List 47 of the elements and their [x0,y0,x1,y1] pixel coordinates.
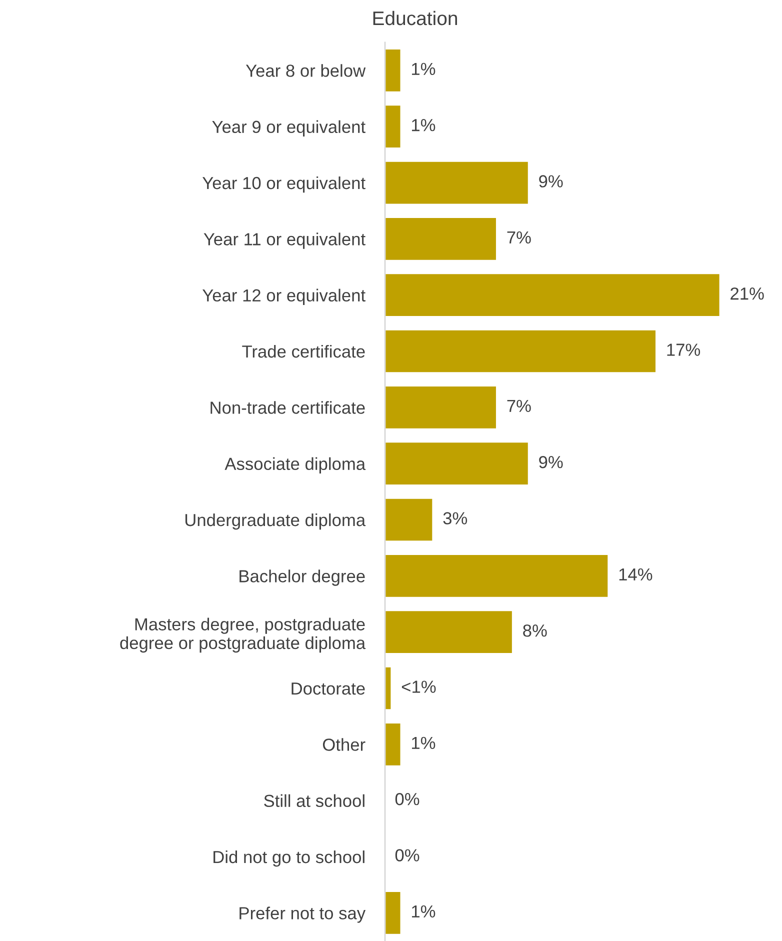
bar [385,272,720,318]
data-label: 1% [412,119,436,132]
bar [385,160,530,206]
y-tick-label: Still at school [264,794,364,808]
data-label: 14% [619,568,652,581]
bar [385,104,402,149]
data-label: 1% [412,905,436,918]
y-tick-label: Masters degree, postgraduate degree or postgraduate diploma [120,618,366,653]
data-label: 0% [395,792,420,806]
y-tick-label: Bachelor degree [240,570,365,586]
bar [385,328,657,374]
y-tick-label: Year 10 or equivalent [202,176,366,193]
y-tick-label: Prefer not to say [240,906,366,923]
y-tick-label: Trade certificate [242,344,365,358]
data-label: 1% [412,62,436,76]
bar [385,48,402,93]
data-label: 7% [507,400,531,412]
y-tick-label: Year 11 or equivalent [204,232,366,249]
data-label: <1% [402,680,436,693]
bar [385,554,610,598]
data-label: 0% [395,849,420,862]
bar [385,441,530,486]
data-label: 7% [507,231,531,244]
data-label: 3% [443,512,468,524]
y-tick-label: Other [322,738,366,751]
y-tick-label: Undergraduate diploma [185,513,366,530]
bar [385,216,498,262]
bar [385,722,402,767]
data-label: 21% [730,287,764,300]
y-tick-label: Year 9 or equivalent [212,120,366,136]
data-label: 17% [667,344,700,356]
bar [385,497,434,542]
y-tick-label: Doctorate [292,682,365,695]
bar [385,666,392,711]
y-tick-label: Associate diploma [224,457,366,474]
bar [385,385,498,430]
y-tick-label: Did not go to school [214,850,364,867]
data-label: 9% [539,456,563,468]
y-tick-label: Year 12 or equivalent [202,288,366,305]
data-label: 8% [523,624,547,637]
y-tick-label: Non-trade certificate [210,401,365,414]
data-label: 9% [539,175,563,188]
bar [385,890,402,936]
y-tick-label: Year 8 or below [246,64,366,77]
chart-title: Education [373,10,457,26]
bar [385,610,514,654]
data-label: 1% [412,736,436,750]
